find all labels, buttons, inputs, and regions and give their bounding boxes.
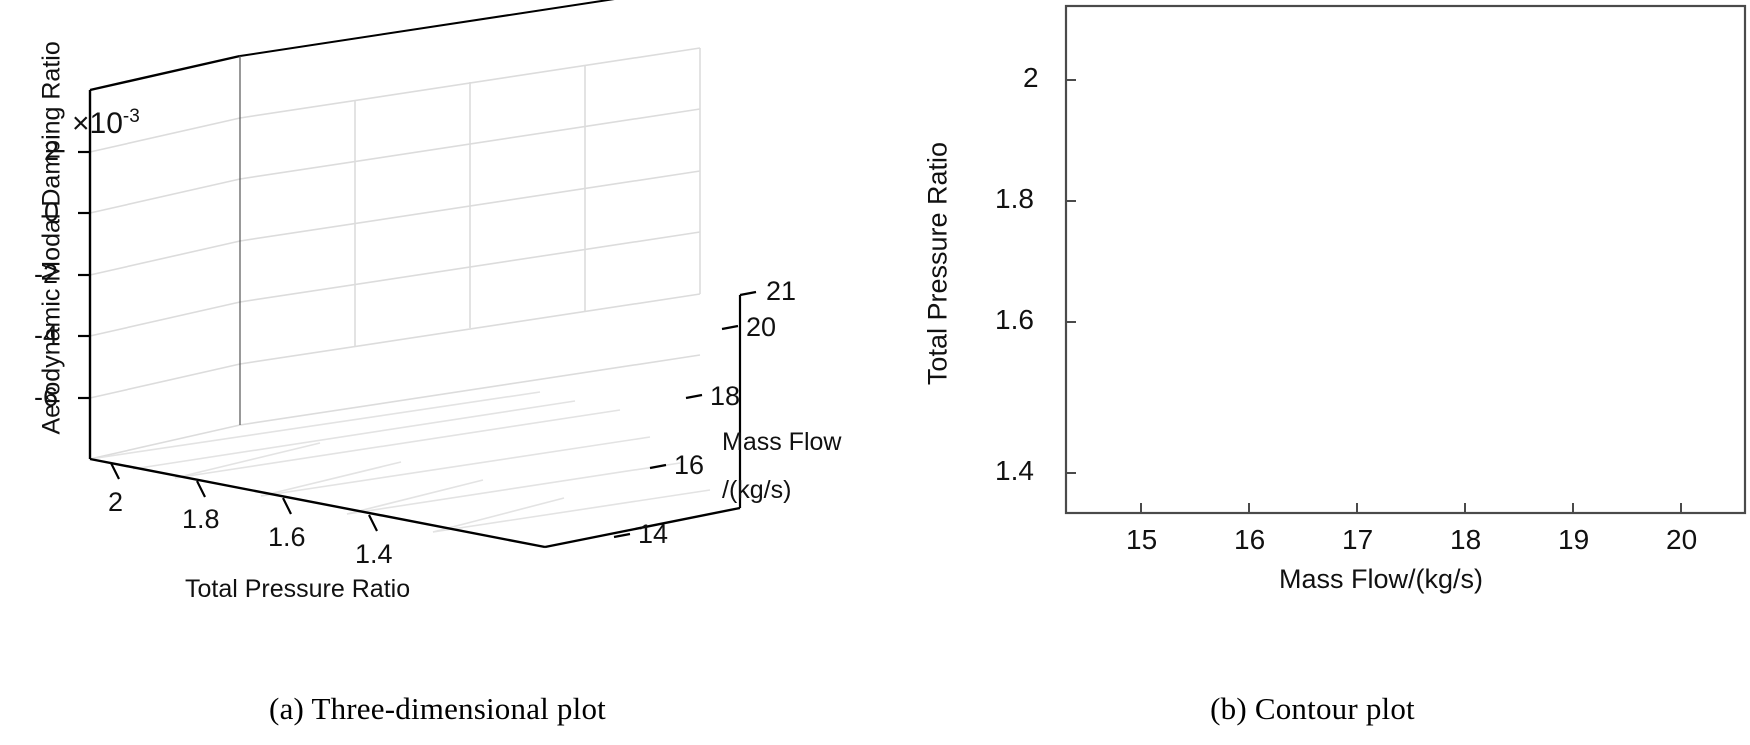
y-tick-label-14: 14 [638,519,669,549]
y-axis-label-line2: /(kg/s) [722,476,792,504]
caption-panel-b: (b) Contour plot [1210,691,1415,726]
contour-x-tick-20: 20 [1666,524,1698,555]
axis-spines [88,0,742,549]
contour-y-tick-1-4: 1.4 [995,455,1034,486]
contour-x-tick-16: 16 [1234,524,1266,555]
z-exponent-base: ×10 [72,107,123,140]
contour-y-axis-label: Total Pressure Ratio [922,141,953,386]
contour-x-ticks [1140,503,1682,513]
y-axis-label-line1: Mass Flow [722,428,842,456]
x-tick-label-1-8: 1.8 [182,504,220,534]
x-axis-ticks [110,462,378,532]
y-axis-ticks [613,290,757,539]
x-tick-label-1-6: 1.6 [268,522,306,552]
panel-contour-plot: 2 1.8 1.6 1.4 15 16 17 18 19 20 Mass Flo… [875,0,1750,745]
contour-y-tick-1-8: 1.8 [995,183,1034,214]
contour-x-tick-17: 17 [1342,524,1374,555]
contour-y-tick-2: 2 [1023,62,1039,93]
contour-x-tick-19: 19 [1558,524,1590,555]
x-tick-label-2: 2 [108,487,124,517]
y-tick-label-16: 16 [674,450,705,480]
contour-y-tick-1-6: 1.6 [995,304,1034,335]
contour-x-tick-18: 18 [1450,524,1482,555]
z-tick-label-2: 2 [44,136,60,166]
z-exponent-power: -3 [122,106,140,127]
y-tick-label-18: 18 [710,381,741,411]
x-axis-label: Total Pressure Ratio [185,575,411,603]
z-tick-label-m2: -2 [34,259,59,289]
grid-planes [89,47,711,533]
y-tick-label-21: 21 [766,276,797,306]
x-tick-label-1-4: 1.4 [355,539,393,569]
contour-x-tick-15: 15 [1126,524,1158,555]
contour-y-ticks [1066,79,1076,474]
z-tick-label-m4: -4 [34,320,59,350]
contour-x-axis-label: Mass Flow/(kg/s) [1279,564,1484,594]
y-tick-label-20: 20 [746,312,777,342]
z-tick-label-0: 0 [44,197,60,227]
contour-svg [1064,4,1747,515]
z-axis-exponent: ×10-3 [22,72,140,175]
panel-three-dimensional-plot: ×10-3 Aerodynamic Modal Damping Ratio 2 … [22,0,842,726]
z-tick-label-m6: -6 [34,382,59,412]
caption-panel-a: (a) Three-dimensional plot [269,691,606,726]
surface3d-svg [78,0,757,549]
contour-axes-frame [1064,4,1747,515]
z-axis-ticks [78,150,90,400]
